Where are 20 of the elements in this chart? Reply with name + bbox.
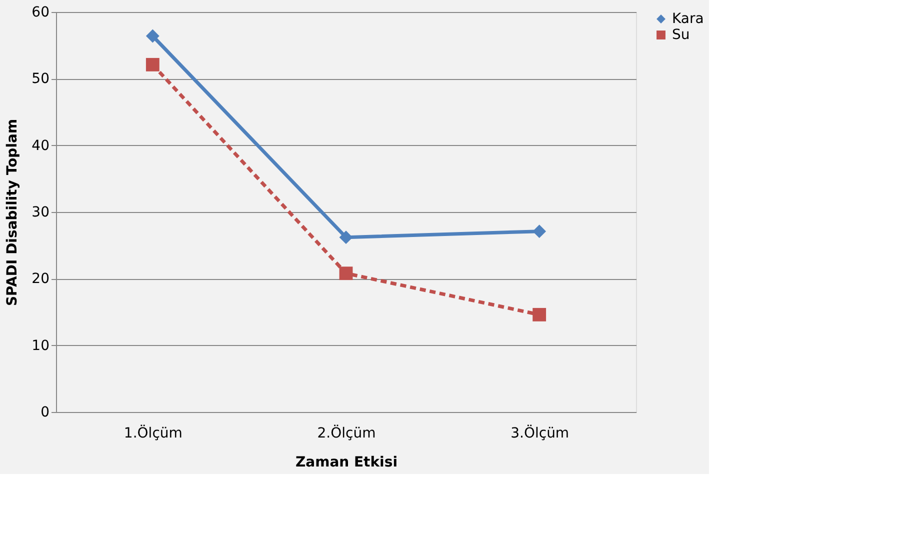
- point: [146, 58, 160, 72]
- point: [146, 29, 160, 43]
- point: [532, 308, 546, 322]
- point: [339, 266, 353, 280]
- legend-label: Kara: [672, 11, 704, 27]
- x-tick-label: 1.Ölçüm: [124, 424, 182, 442]
- y-tick-label: 20: [32, 271, 50, 288]
- y-tick-label: 10: [32, 338, 50, 354]
- point: [532, 224, 546, 238]
- y-tick-label: 30: [32, 204, 50, 220]
- point: [339, 230, 353, 244]
- x-tick-label: 3.Ölçüm: [510, 424, 570, 442]
- y-axis-title: SPADI Disability Toplam: [4, 118, 21, 306]
- y-tick-label: 0: [40, 404, 50, 420]
- y-tick-label: 40: [32, 138, 50, 154]
- legend-label: Su: [672, 27, 690, 43]
- x-tick-label: 2.Ölçüm: [317, 424, 376, 442]
- y-tick-label: 50: [32, 71, 50, 88]
- y-tick-label: 60: [32, 4, 50, 20]
- x-axis-title: Zaman Etkisi: [296, 454, 398, 470]
